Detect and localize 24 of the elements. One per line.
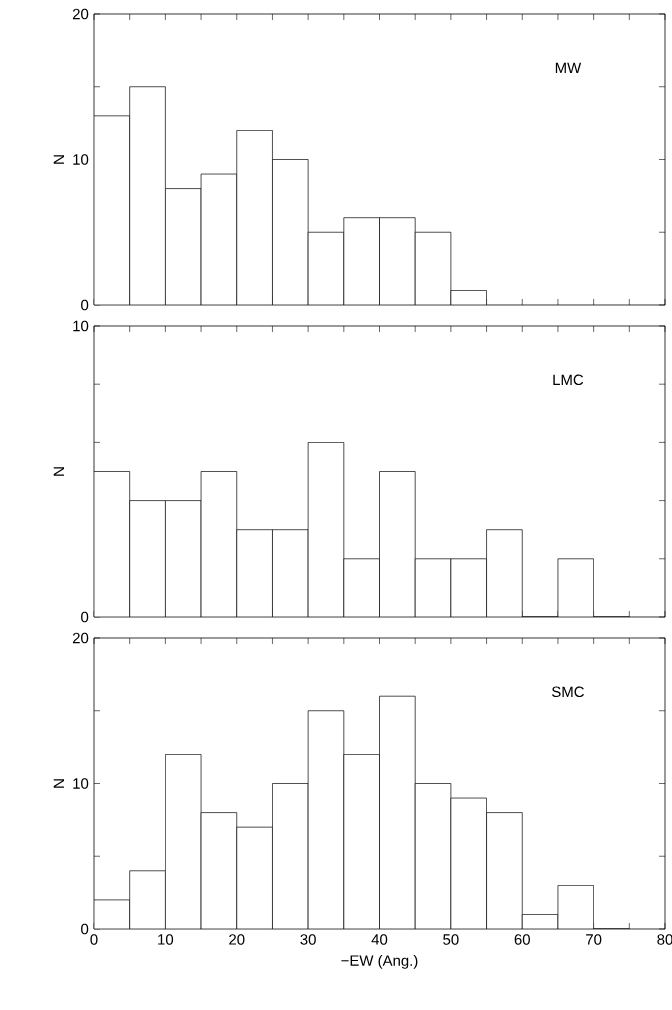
annotation: LMC (553, 374, 584, 386)
x-tick-label: 0 (90, 934, 98, 945)
x-tick-label: 50 (443, 934, 459, 945)
x-tick-label: 80 (657, 934, 672, 945)
x-tick-label: 60 (514, 934, 530, 945)
annotation: MW (555, 62, 582, 73)
y-axis-title: N (53, 779, 65, 788)
y-tick-label: 0 (81, 923, 89, 935)
x-tick-label: 70 (586, 934, 602, 945)
y-axis-title: N (53, 155, 65, 164)
x-tick-label: 10 (158, 934, 174, 945)
x-tick-label: 20 (229, 934, 245, 945)
y-tick-label: 10 (73, 778, 89, 789)
x-tick-label: 40 (371, 934, 388, 945)
y-tick-label: 10 (73, 154, 89, 165)
y-tick-label: 0 (81, 611, 89, 623)
y-tick-label: 20 (72, 8, 89, 20)
y-tick-label: 10 (73, 320, 89, 332)
annotation: SMC (552, 686, 584, 698)
y-axis-title: N (53, 467, 65, 476)
x-tick-label: 30 (300, 934, 316, 945)
x-axis-title: −EW (Ang.) (341, 954, 418, 969)
y-tick-label: 0 (81, 299, 89, 311)
y-tick-label: 20 (72, 632, 89, 644)
